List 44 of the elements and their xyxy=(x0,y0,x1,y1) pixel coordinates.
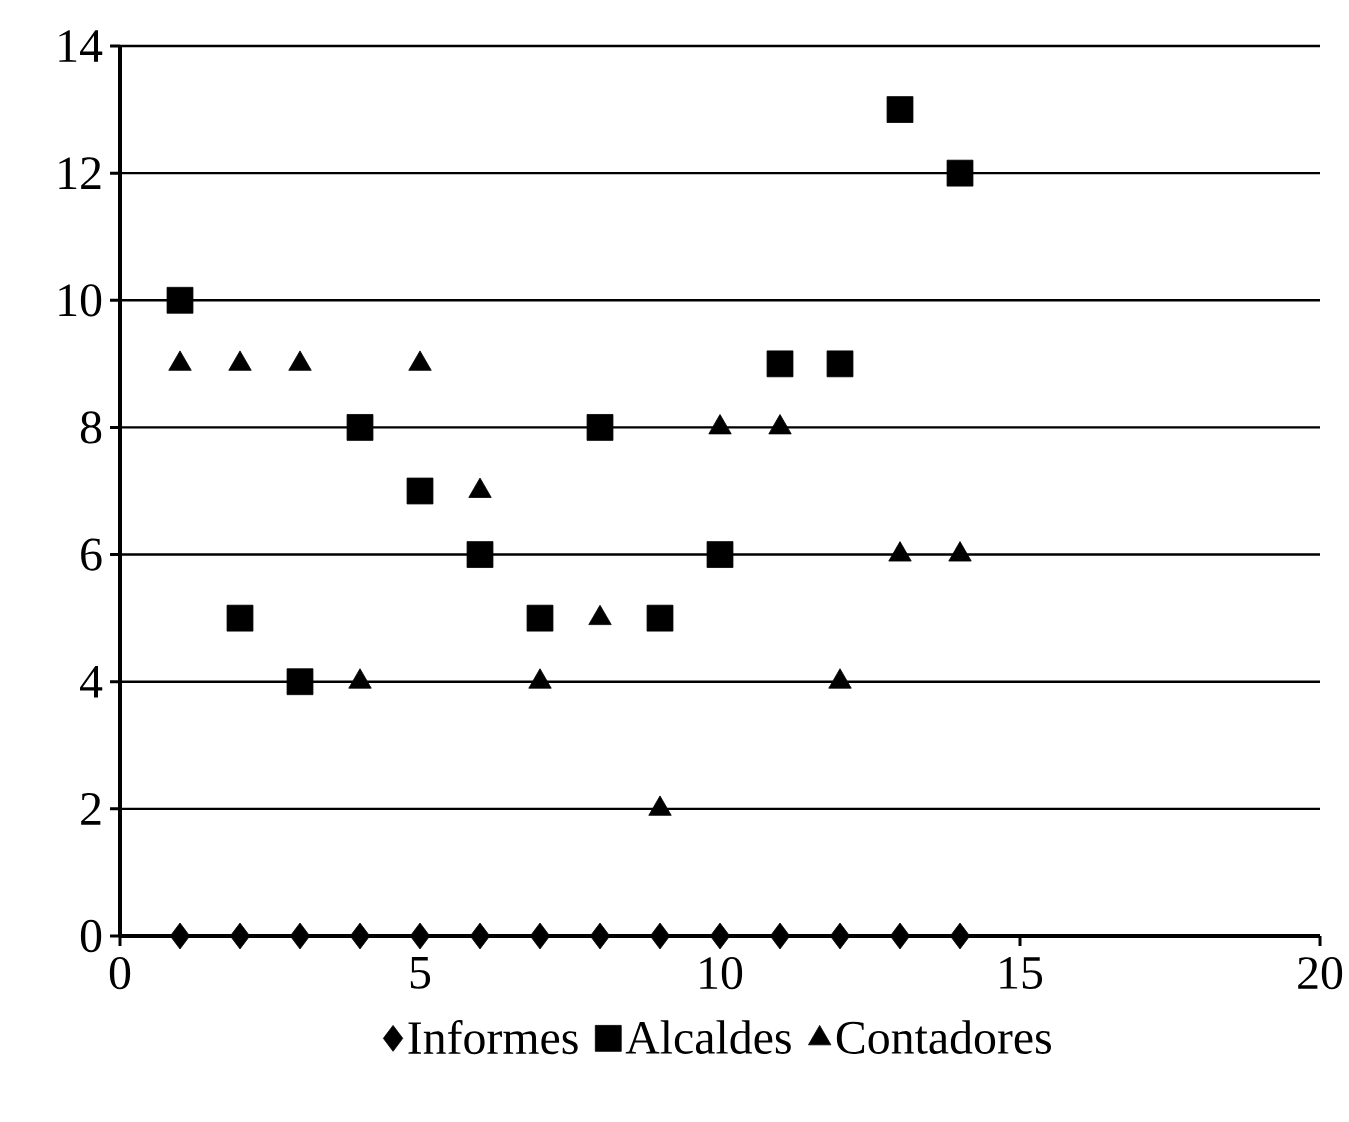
x-tick-label: 15 xyxy=(1000,957,1043,990)
point xyxy=(649,922,671,950)
point xyxy=(829,922,851,950)
y-tick-label: 2 xyxy=(81,793,101,825)
y-tick-label: 10 xyxy=(59,284,102,317)
point xyxy=(709,922,731,950)
point xyxy=(229,922,251,950)
point xyxy=(409,922,431,950)
y-tick-label: 12 xyxy=(59,157,101,189)
point xyxy=(826,350,854,378)
point xyxy=(286,668,314,696)
point xyxy=(466,541,494,568)
point xyxy=(526,604,554,632)
x-tick-label: 5 xyxy=(410,956,431,989)
point xyxy=(946,159,974,187)
point xyxy=(769,922,791,950)
y-tick-label: 14 xyxy=(59,30,103,62)
legend-label: Informes xyxy=(408,1020,578,1055)
point xyxy=(346,414,374,441)
y-tick-label: 8 xyxy=(80,411,102,444)
point xyxy=(406,477,434,505)
point xyxy=(766,350,794,378)
x-tick-label: 20 xyxy=(1298,956,1343,990)
legend-label: Contadores xyxy=(836,1020,1051,1054)
y-tick-label: 6 xyxy=(81,538,102,571)
point xyxy=(889,922,911,950)
point xyxy=(589,922,611,950)
y-tick-label: 0 xyxy=(80,919,102,953)
point xyxy=(529,922,551,950)
x-tick-label: 10 xyxy=(700,956,743,990)
point xyxy=(469,922,491,950)
point xyxy=(949,922,971,950)
point xyxy=(886,96,914,123)
legend-label: Alcaldes xyxy=(625,1020,791,1054)
point xyxy=(169,922,191,950)
point xyxy=(706,541,734,568)
point xyxy=(586,414,614,441)
point xyxy=(226,604,254,632)
point xyxy=(289,922,311,950)
x-tick-label: 0 xyxy=(109,956,131,990)
point xyxy=(646,604,674,632)
point xyxy=(349,922,371,950)
point xyxy=(166,286,194,314)
y-tick-label: 4 xyxy=(80,665,103,698)
